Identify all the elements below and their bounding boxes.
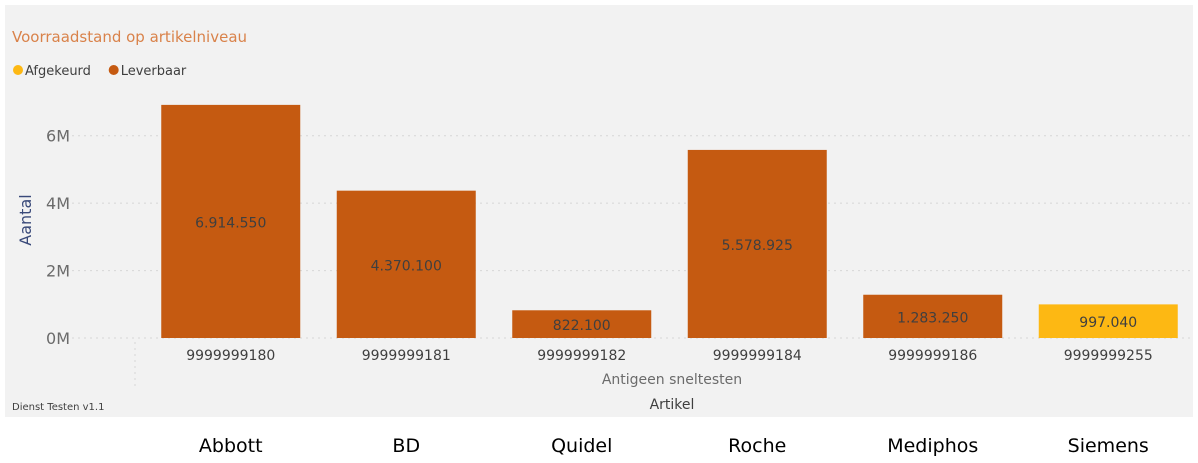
x-tick-label: 9999999182 (537, 348, 626, 364)
manufacturer-label: BD (392, 435, 420, 457)
manufacturer-label: Abbott (199, 435, 263, 457)
x-axis-ticks: 9999999180 9999999181 9999999182 9999999184… (186, 348, 1153, 364)
bars: 6.914.550 4.370.100 822.100 5.578.925 1.283.… (161, 104, 1178, 338)
bar-9999999186 (863, 294, 1003, 338)
legend-label-afgekeurd: Afgekeurd (25, 64, 91, 79)
legend-marker-leverbaar (108, 65, 119, 75)
y-tick-label: 0M (46, 329, 70, 348)
manufacturer-label: Mediphos (887, 435, 978, 457)
bar-data-label: 1.283.250 (897, 310, 968, 326)
bar-data-label: 4.370.100 (371, 258, 442, 274)
bar-9999999184 (687, 149, 827, 338)
bar-data-label: 5.578.925 (722, 238, 793, 254)
manufacturer-label: Siemens (1068, 435, 1149, 457)
legend: Afgekeurd Leverbaar (13, 64, 187, 79)
legend-label-leverbaar: Leverbaar (121, 64, 187, 79)
y-axis-label: Aantal (16, 194, 35, 245)
manufacturer-labels: Abbott BD Quidel Roche Mediphos Siemens (199, 435, 1149, 457)
y-axis-ticks: 0M 2M 4M 6M (46, 127, 70, 348)
bar-9999999181 (336, 190, 476, 338)
y-tick-label: 6M (46, 127, 70, 146)
x-axis-label: Artikel (650, 397, 695, 413)
bar-data-label: 6.914.550 (195, 215, 266, 231)
bar-data-label: 997.040 (1079, 315, 1137, 331)
chart-title: Voorraadstand op artikelniveau (12, 28, 247, 46)
bar-9999999255 (1038, 304, 1178, 338)
x-tick-label: 9999999184 (713, 348, 802, 364)
manufacturer-label: Roche (728, 435, 786, 457)
bar-data-label: 822.100 (553, 318, 611, 334)
y-tick-label: 4M (46, 194, 70, 213)
y-tick-label: 2M (46, 262, 70, 281)
bar-9999999180 (161, 104, 301, 338)
x-tick-label: 9999999186 (888, 348, 977, 364)
gridlines (60, 135, 1193, 390)
legend-marker-afgekeurd (13, 65, 23, 75)
x-tick-label: 9999999255 (1064, 348, 1153, 364)
bar-9999999182 (512, 310, 652, 338)
x-tick-label: 9999999180 (186, 348, 275, 364)
footer-version: Dienst Testen v1.1 (12, 402, 104, 413)
x-tick-label: 9999999181 (362, 348, 451, 364)
manufacturer-label: Quidel (551, 435, 612, 457)
x-group-label: Antigeen sneltesten (602, 372, 742, 388)
